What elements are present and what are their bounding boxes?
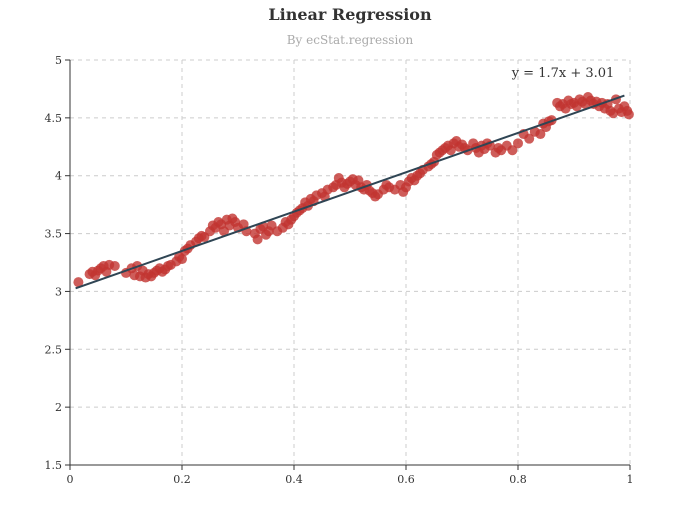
tick-labels: 1.5 2 2.5 3 3.5 4 4.5 5 0 0.2 0.4 0.6 0.8 1 [45,54,634,486]
data-point [507,145,518,156]
data-point [109,260,120,271]
y-tick-label: 3 [55,285,62,298]
chart-title: Linear Regression [268,5,432,24]
regression-equation: y = 1.7x + 3.01 [511,66,615,81]
y-tick-label: 2.5 [45,343,63,356]
data-point [177,254,187,265]
data-point [623,109,634,120]
x-tick-label: 0.4 [285,473,303,486]
data-point [524,133,535,144]
x-tick-label: 0.8 [509,473,527,486]
x-tick-label: 1 [627,473,634,486]
x-tick-label: 0.6 [397,473,415,486]
y-tick-label: 1.5 [45,459,63,472]
data-point [252,234,263,245]
data-point [535,129,546,140]
x-tick-label: 0.2 [173,473,191,486]
y-tick-label: 3.5 [45,228,63,241]
chart-subtitle: By ecStat.regression [287,33,414,47]
axes [65,59,631,470]
x-tick-label: 0 [67,473,74,486]
y-tick-label: 2 [55,401,62,414]
data-point [513,138,523,149]
regression-line-group [75,94,625,290]
y-tick-label: 5 [55,54,62,67]
y-tick-label: 4.5 [45,112,63,125]
regression-line [75,94,625,290]
y-tick-label: 4 [55,170,62,183]
data-point [73,277,84,288]
